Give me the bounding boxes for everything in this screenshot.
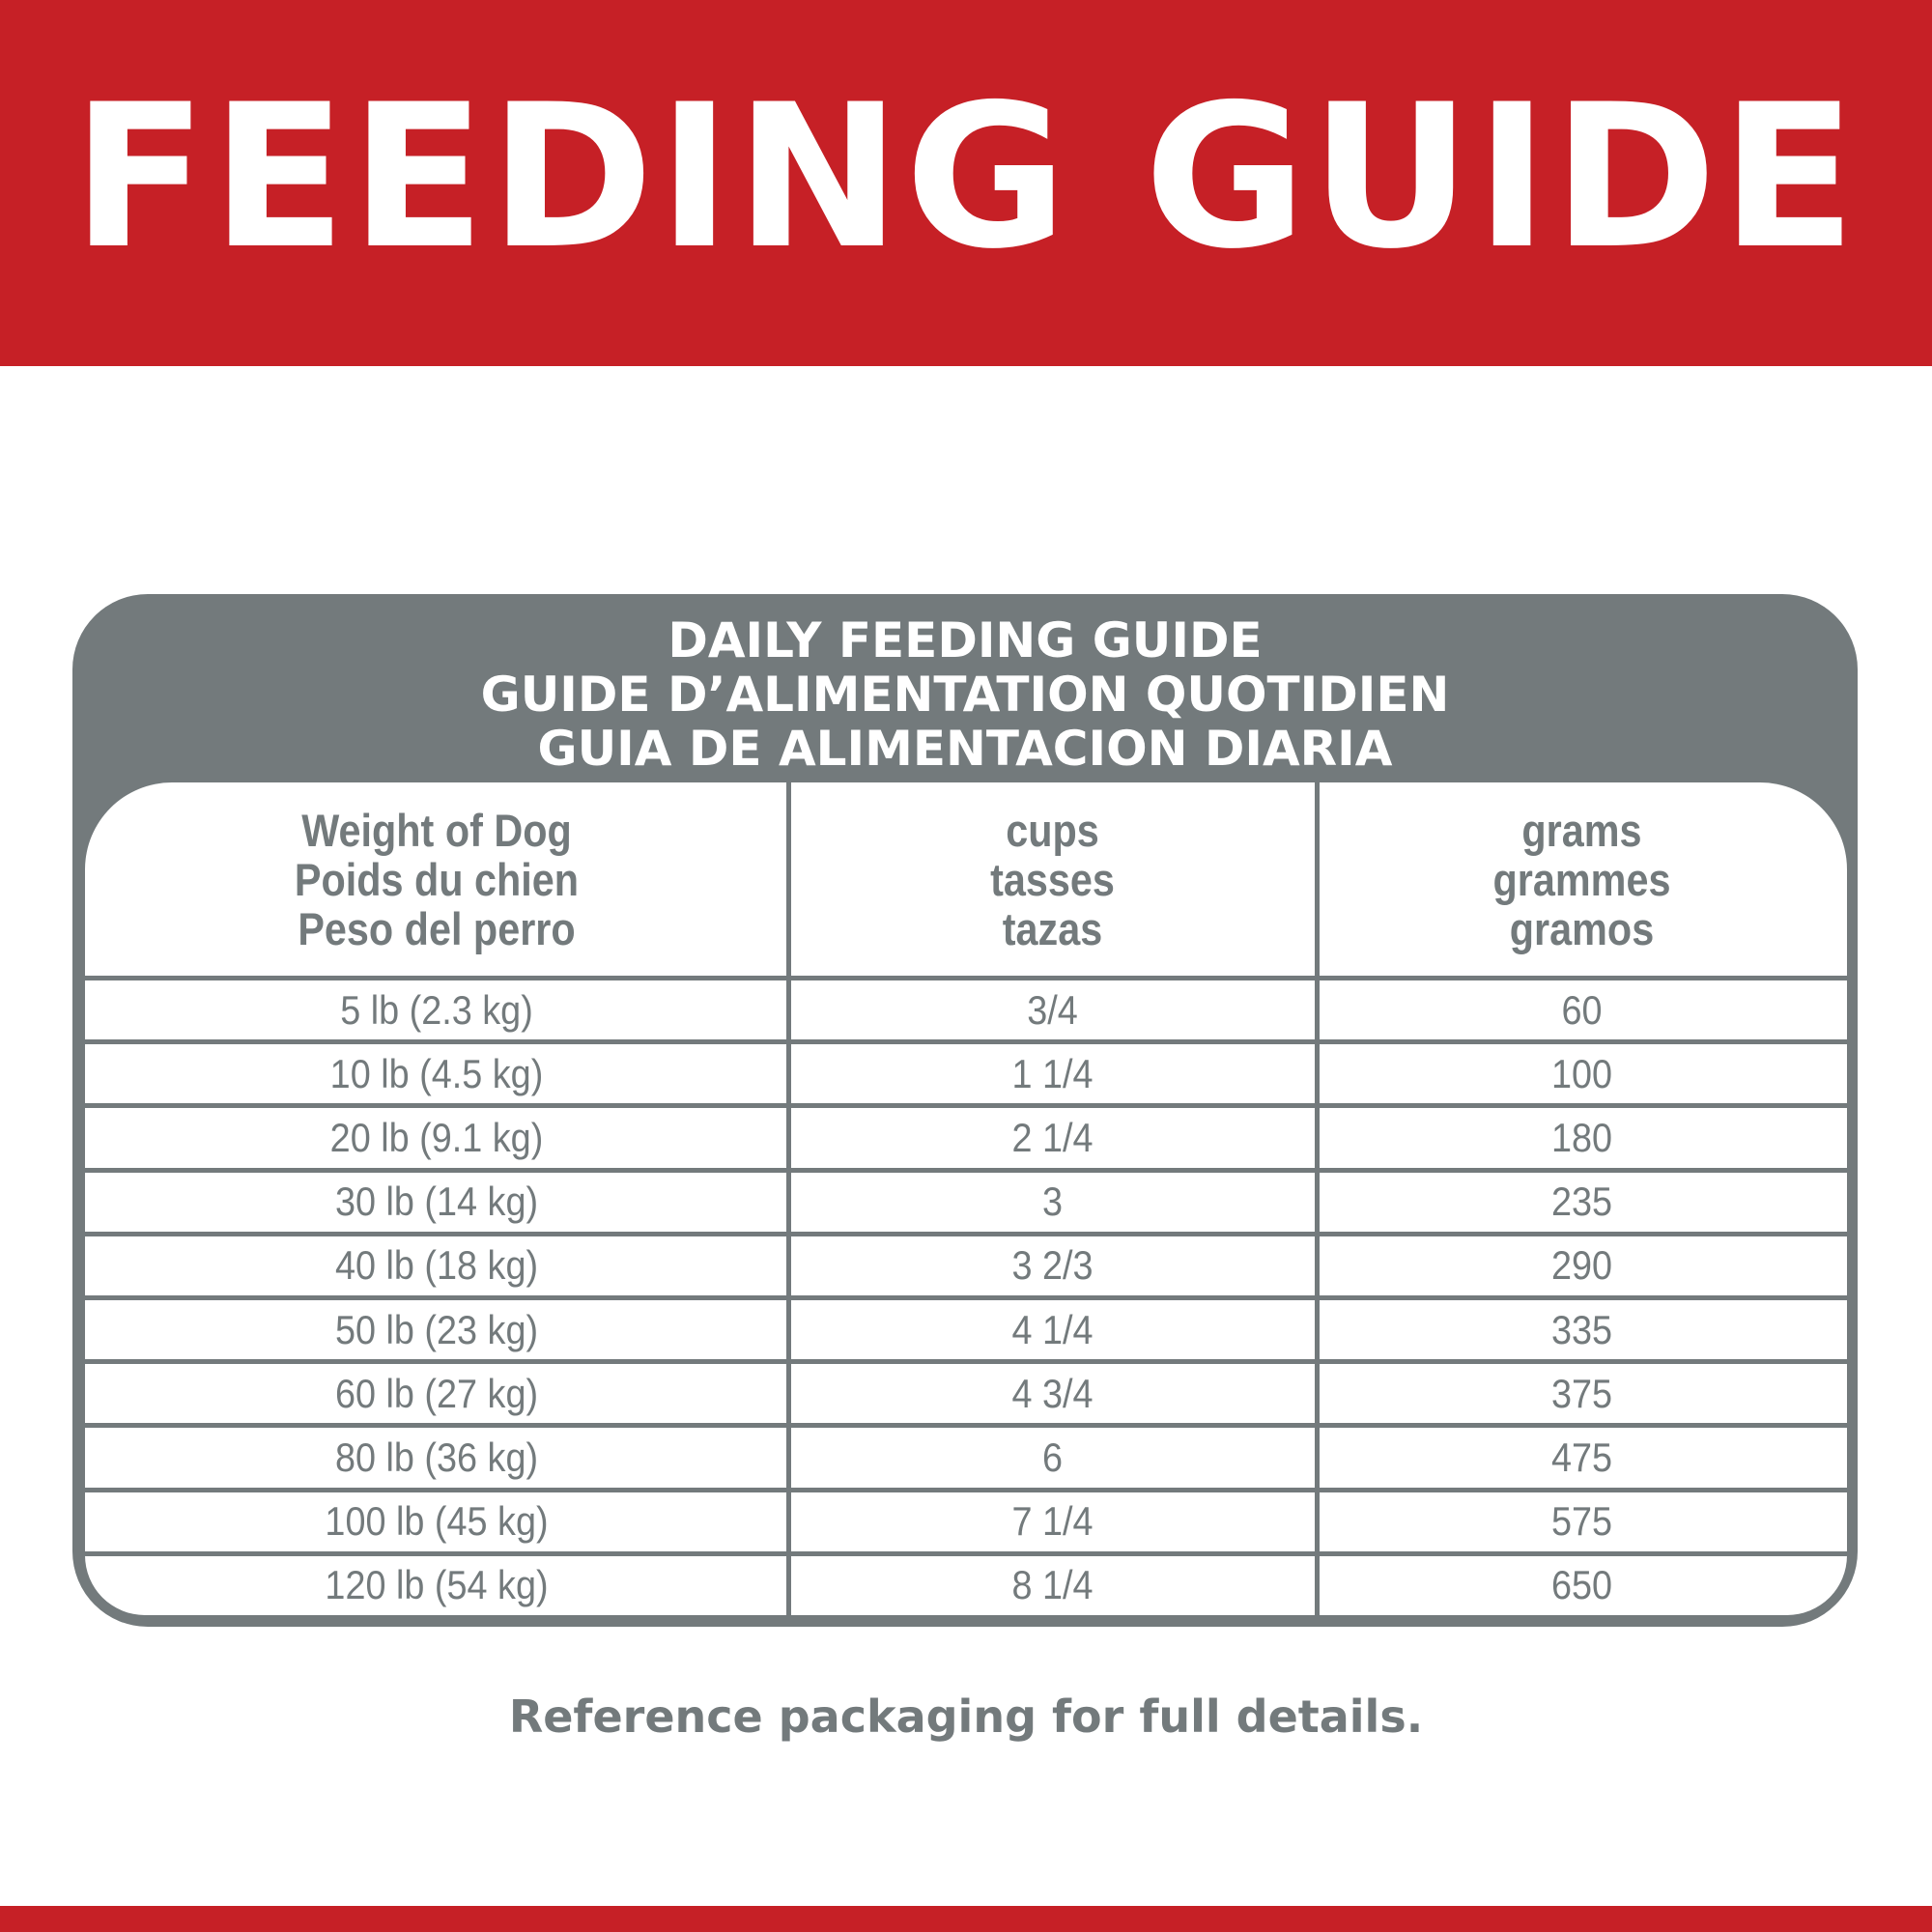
table-title: DAILY FEEDING GUIDE GUIDE D’ALIMENTATION…: [72, 613, 1858, 776]
table-title-en: DAILY FEEDING GUIDE: [668, 612, 1263, 668]
table-row: 120 lb (54 kg) 8 1/4 650: [85, 1550, 1847, 1615]
table-row: 30 lb (14 kg) 3 235: [85, 1167, 1847, 1232]
weight-cell: 100 lb (45 kg): [325, 1498, 549, 1545]
cups-cell: 7 1/4: [1011, 1498, 1094, 1545]
weight-cell: 10 lb (4.5 kg): [329, 1050, 544, 1096]
table-title-fr: GUIDE D’ALIMENTATION QUOTIDIEN: [480, 667, 1450, 723]
weight-cell: 40 lb (18 kg): [334, 1242, 539, 1289]
header-label: grammes: [1492, 853, 1671, 905]
cups-cell: 1 1/4: [1011, 1050, 1094, 1096]
weight-cell: 20 lb (9.1 kg): [329, 1114, 544, 1160]
grams-cell: 180: [1550, 1114, 1613, 1160]
header-label: Peso del perro: [298, 902, 576, 954]
column-divider: [786, 782, 791, 1615]
grams-cell: 375: [1550, 1370, 1613, 1416]
table-row: 60 lb (27 kg) 4 3/4 375: [85, 1359, 1847, 1423]
grams-cell: 335: [1550, 1306, 1613, 1352]
footer-band: [0, 1906, 1932, 1932]
column-header-weight: Weight of Dog Poids du chien Peso del pe…: [128, 782, 747, 976]
grams-cell: 60: [1561, 986, 1603, 1033]
cups-cell: 3: [1041, 1179, 1064, 1225]
weight-cell: 30 lb (14 kg): [334, 1179, 539, 1225]
column-header-grams: grams grammes gramos: [1349, 782, 1815, 976]
header-label: tasses: [990, 853, 1115, 905]
cups-cell: 8 1/4: [1011, 1562, 1094, 1608]
page-title: FEEDING GUIDE: [71, 63, 1861, 293]
weight-cell: 60 lb (27 kg): [334, 1370, 539, 1416]
weight-cell: 50 lb (23 kg): [334, 1306, 539, 1352]
feeding-table: Weight of Dog Poids du chien Peso del pe…: [85, 782, 1847, 1615]
header-label: gramos: [1509, 902, 1655, 954]
weight-cell: 80 lb (36 kg): [334, 1434, 539, 1480]
cups-cell: 2 1/4: [1011, 1114, 1094, 1160]
table-row: 50 lb (23 kg) 4 1/4 335: [85, 1294, 1847, 1359]
cups-cell: 6: [1041, 1434, 1064, 1480]
table-title-es: GUIA DE ALIMENTACION DIARIA: [537, 721, 1393, 777]
column-header-cups: cups tasses tazas: [820, 782, 1285, 976]
table-row: 80 lb (36 kg) 6 475: [85, 1423, 1847, 1487]
header-label: Poids du chien: [294, 853, 580, 905]
footer-note: Reference packaging for full details.: [508, 1690, 1424, 1743]
header-label: tazas: [1002, 902, 1103, 954]
grams-cell: 475: [1550, 1434, 1613, 1480]
weight-cell: 120 lb (54 kg): [325, 1562, 549, 1608]
grams-cell: 100: [1550, 1050, 1613, 1096]
header-label: Weight of Dog: [301, 804, 572, 856]
header-label: cups: [1006, 804, 1099, 856]
cups-cell: 4 3/4: [1011, 1370, 1094, 1416]
header-label: grams: [1521, 804, 1642, 856]
cups-cell: 3/4: [1027, 986, 1078, 1033]
table-row: 100 lb (45 kg) 7 1/4 575: [85, 1487, 1847, 1551]
table-row: 5 lb (2.3 kg) 3/4 60: [85, 976, 1847, 1039]
feeding-table-card: DAILY FEEDING GUIDE GUIDE D’ALIMENTATION…: [72, 594, 1858, 1627]
grams-cell: 575: [1550, 1498, 1613, 1545]
table-body: 5 lb (2.3 kg) 3/4 60 10 lb (4.5 kg) 1 1/4 100…: [85, 976, 1847, 1615]
cups-cell: 3 2/3: [1011, 1242, 1094, 1289]
header-band: FEEDING GUIDE: [0, 0, 1932, 366]
column-divider: [1315, 782, 1320, 1615]
table-row: 20 lb (9.1 kg) 2 1/4 180: [85, 1103, 1847, 1167]
grams-cell: 290: [1550, 1242, 1613, 1289]
grams-cell: 235: [1550, 1179, 1613, 1225]
table-header-row: Weight of Dog Poids du chien Peso del pe…: [85, 782, 1847, 976]
table-row: 40 lb (18 kg) 3 2/3 290: [85, 1231, 1847, 1295]
table-row: 10 lb (4.5 kg) 1 1/4 100: [85, 1039, 1847, 1103]
cups-cell: 4 1/4: [1011, 1306, 1094, 1352]
grams-cell: 650: [1550, 1562, 1613, 1608]
weight-cell: 5 lb (2.3 kg): [340, 986, 533, 1033]
